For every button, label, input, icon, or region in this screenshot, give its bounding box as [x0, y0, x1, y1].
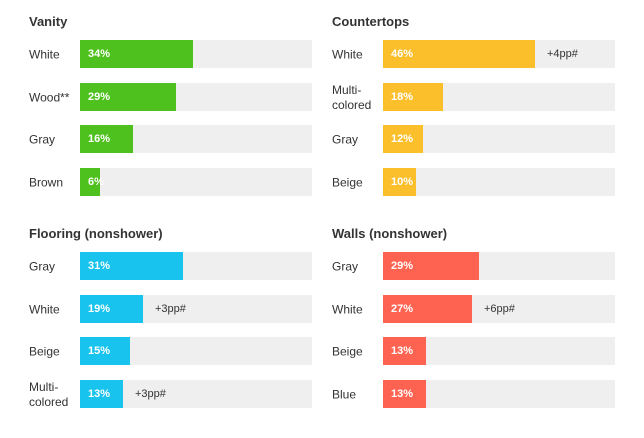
countertops-chart: Countertops White 46% +4pp# Multi-colored 18%…	[330, 8, 630, 208]
bar-track: 10%	[383, 167, 615, 196]
bar-row: Wood** 29%	[27, 82, 317, 113]
change-annotation: +6pp#	[484, 302, 515, 315]
bar-track: 18%	[383, 82, 615, 111]
bar-value-label: 29%	[88, 90, 111, 103]
bar-value-label: 15%	[88, 345, 111, 357]
change-annotation: +3pp#	[155, 302, 186, 315]
category-label: Multi-colored	[29, 379, 69, 409]
category-label: Gray	[29, 259, 56, 274]
bar-value-label: 27%	[391, 302, 414, 315]
chart-title: Flooring (nonshower)	[29, 226, 163, 241]
bar: 13%	[383, 379, 426, 408]
category-label: White	[29, 47, 60, 62]
bar-track: 29%	[383, 252, 615, 280]
bar-track: 19% +3pp#	[80, 294, 312, 323]
bar: 29%	[80, 82, 176, 111]
bar-track: 34%	[80, 40, 312, 68]
bar-row: Blue 13%	[330, 379, 620, 410]
bar-row: White 46% +4pp#	[330, 40, 620, 70]
bar-value-label: 12%	[391, 133, 414, 145]
bar-row: White 34%	[27, 40, 317, 70]
bar-value-label: 29%	[391, 260, 414, 272]
vanity-chart: Vanity White 34% Wood** 29% Gray 16% Brown 6%	[27, 8, 327, 208]
bar: 16%	[80, 125, 133, 153]
bar-value-label: 13%	[391, 345, 414, 357]
category-label: White	[332, 47, 363, 62]
bar-track: 13% +3pp#	[80, 379, 312, 408]
bar-row: Beige 13%	[330, 337, 620, 367]
category-label: Brown	[29, 175, 64, 189]
bar: 18%	[383, 82, 443, 111]
bar: 15%	[80, 337, 130, 365]
flooring-chart: Flooring (nonshower) Gray 31% White 19% +3pp#…	[27, 220, 327, 420]
category-label: Gray	[29, 132, 56, 147]
bar-track: 13%	[383, 379, 615, 408]
bar: 13%	[80, 379, 123, 408]
bar: 19%	[80, 294, 143, 323]
category-label: Gray	[332, 259, 359, 274]
category-label: Blue	[332, 387, 357, 401]
bar: 29%	[383, 252, 479, 280]
bar: 10%	[383, 167, 416, 196]
bar-row: Beige 10%	[330, 167, 620, 198]
bar-row: White 27% +6pp#	[330, 294, 620, 325]
bar-value-label: 46%	[391, 48, 414, 60]
bar-track: 12%	[383, 125, 615, 153]
bar-value-label: 10%	[391, 175, 414, 188]
category-label: Multi-colored	[332, 82, 372, 112]
walls-chart: Walls (nonshower) Gray 29% White 27% +6pp# Bei…	[330, 220, 630, 420]
category-label: White	[332, 302, 363, 316]
bar: 13%	[383, 337, 426, 365]
category-label: Wood**	[29, 90, 70, 104]
bar-row: Multi-colored 18%	[330, 82, 620, 113]
bar-track: 6%	[80, 167, 312, 196]
bar-value-label: 16%	[88, 133, 111, 145]
category-label: Beige	[332, 175, 363, 189]
bar-row: Gray 31%	[27, 252, 317, 282]
bar-value-label: 34%	[88, 48, 111, 60]
bar-row: White 19% +3pp#	[27, 294, 317, 325]
bar: 6%	[80, 167, 104, 196]
bar-track: 27% +6pp#	[383, 294, 615, 323]
bar-value-label: 13%	[391, 387, 414, 400]
bar: 34%	[80, 40, 193, 68]
category-label: Beige	[332, 344, 363, 359]
chart-title: Vanity	[29, 14, 68, 29]
bar-value-label: 18%	[391, 90, 414, 103]
bar-track: 16%	[80, 125, 312, 153]
change-annotation: +3pp#	[135, 387, 166, 400]
bar-row: Gray 12%	[330, 125, 620, 155]
bar-track: 29%	[80, 82, 312, 111]
bar-value-label: 6%	[88, 175, 104, 188]
category-label: Beige	[29, 344, 60, 359]
bar: 27%	[383, 294, 472, 323]
category-label: Gray	[332, 132, 359, 147]
bar-row: Brown 6%	[27, 167, 317, 198]
bar-value-label: 19%	[88, 302, 111, 315]
chart-title: Walls (nonshower)	[332, 226, 448, 241]
bar-track: 15%	[80, 337, 312, 365]
bar-row: Multi-colored 13% +3pp#	[27, 379, 317, 410]
category-label: White	[29, 302, 60, 316]
bar-row: Gray 29%	[330, 252, 620, 282]
bar: 46%	[383, 40, 535, 68]
bar-track: 46% +4pp#	[383, 40, 615, 68]
change-annotation: +4pp#	[547, 48, 578, 60]
bar-row: Beige 15%	[27, 337, 317, 367]
bar: 31%	[80, 252, 183, 280]
bar-value-label: 13%	[88, 387, 111, 400]
bar-value-label: 31%	[88, 260, 111, 272]
bar: 12%	[383, 125, 423, 153]
bar-track: 13%	[383, 337, 615, 365]
chart-title: Countertops	[332, 14, 410, 29]
bar-track: 31%	[80, 252, 312, 280]
bar-row: Gray 16%	[27, 125, 317, 155]
